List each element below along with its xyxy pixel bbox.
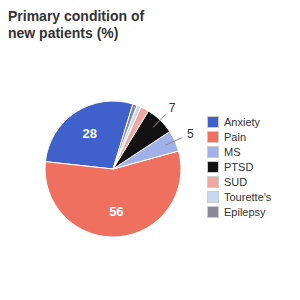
html-text:Epilepsy: Epilepsy <box>224 205 266 218</box>
html-text:PTSD: PTSD <box>224 160 254 173</box>
html-text:Tourette's: Tourette's <box>224 190 272 203</box>
svg-text:5: 5 <box>187 127 194 141</box>
svg-text:56: 56 <box>109 204 123 219</box>
svg-text:28: 28 <box>83 126 97 141</box>
html-text:MS: MS <box>224 145 241 158</box>
html-text:SUD: SUD <box>224 175 248 188</box>
html-text:Primary condition of new patie: Primary condition of new patients (%) <box>8 8 145 41</box>
html-text:Anxiety: Anxiety <box>224 115 261 128</box>
html-text:Pain: Pain <box>224 130 246 143</box>
svg-text:7: 7 <box>169 101 176 115</box>
